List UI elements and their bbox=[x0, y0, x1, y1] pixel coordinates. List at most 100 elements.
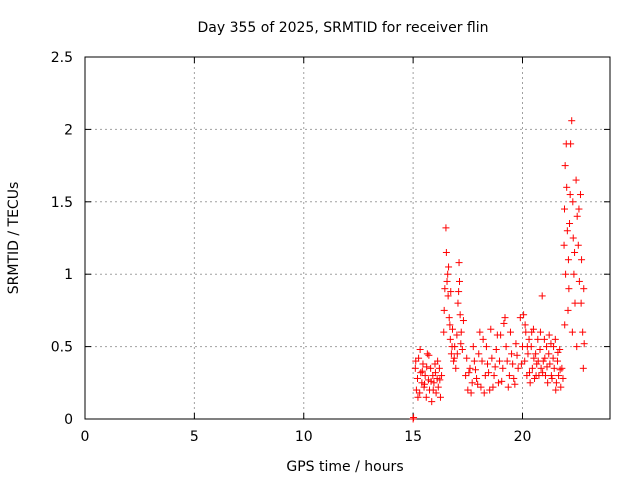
x-tick-label: 10 bbox=[295, 429, 313, 445]
data-point bbox=[457, 340, 465, 348]
data-point bbox=[532, 350, 540, 358]
data-point bbox=[478, 357, 486, 365]
data-point bbox=[568, 328, 576, 336]
data-point bbox=[521, 321, 529, 329]
data-point bbox=[435, 364, 443, 372]
data-point bbox=[410, 414, 418, 422]
data-point bbox=[428, 398, 436, 406]
data-point bbox=[539, 369, 547, 377]
data-point bbox=[555, 372, 563, 380]
data-point bbox=[532, 372, 540, 380]
data-point bbox=[448, 343, 456, 351]
data-point bbox=[446, 335, 454, 343]
data-point bbox=[476, 328, 484, 336]
data-point bbox=[552, 379, 560, 387]
data-point bbox=[422, 393, 430, 401]
data-point bbox=[521, 357, 529, 365]
data-point bbox=[485, 369, 493, 377]
data-point bbox=[554, 348, 562, 356]
data-point bbox=[450, 357, 458, 365]
data-point bbox=[577, 299, 585, 307]
data-point bbox=[531, 374, 539, 382]
data-point bbox=[430, 379, 438, 387]
data-point bbox=[446, 321, 454, 329]
x-tick-label: 15 bbox=[404, 429, 422, 445]
data-point bbox=[412, 386, 420, 394]
data-point bbox=[453, 331, 461, 339]
data-point bbox=[455, 259, 463, 267]
data-point bbox=[458, 345, 466, 353]
data-point bbox=[447, 288, 455, 296]
data-point bbox=[511, 380, 519, 388]
data-point bbox=[503, 357, 511, 365]
data-point bbox=[450, 354, 458, 362]
data-point bbox=[543, 363, 551, 371]
data-point bbox=[445, 314, 453, 322]
data-point bbox=[434, 357, 442, 365]
data-point bbox=[477, 383, 485, 391]
data-point bbox=[455, 288, 463, 296]
data-point bbox=[488, 354, 496, 362]
x-axis-label: GPS time / hours bbox=[286, 459, 403, 475]
data-point bbox=[443, 277, 451, 285]
data-point bbox=[570, 270, 578, 278]
data-point bbox=[540, 335, 548, 343]
data-point bbox=[470, 357, 478, 365]
x-tick-label: 20 bbox=[514, 429, 532, 445]
data-point bbox=[425, 351, 433, 359]
data-point bbox=[438, 372, 446, 380]
data-point bbox=[523, 343, 531, 351]
data-point bbox=[563, 227, 571, 235]
data-point bbox=[432, 389, 440, 397]
data-point bbox=[566, 220, 574, 228]
data-point bbox=[441, 285, 449, 293]
data-point bbox=[556, 366, 564, 374]
data-point bbox=[563, 183, 571, 191]
data-point bbox=[569, 234, 577, 242]
data-point bbox=[415, 354, 423, 362]
data-point bbox=[423, 363, 431, 371]
data-point bbox=[550, 343, 558, 351]
data-point bbox=[514, 364, 522, 372]
y-axis-label: SRMTID / TECUs bbox=[6, 182, 22, 295]
data-point bbox=[572, 176, 580, 184]
data-point bbox=[453, 350, 461, 358]
data-point bbox=[418, 367, 426, 375]
data-point bbox=[537, 364, 545, 372]
data-point bbox=[534, 335, 542, 343]
data-point bbox=[575, 205, 583, 213]
data-point bbox=[544, 379, 552, 387]
data-point bbox=[496, 357, 504, 365]
data-point bbox=[579, 364, 587, 372]
data-point bbox=[543, 343, 551, 351]
data-point bbox=[575, 277, 583, 285]
data-point bbox=[471, 366, 479, 374]
data-point bbox=[447, 350, 455, 358]
data-point bbox=[536, 328, 544, 336]
data-point bbox=[512, 340, 520, 348]
data-point bbox=[564, 256, 572, 264]
data-point bbox=[516, 314, 524, 322]
data-point bbox=[513, 351, 521, 359]
y-tick-label: 2 bbox=[64, 122, 73, 138]
data-point bbox=[416, 345, 424, 353]
data-point bbox=[473, 374, 481, 382]
data-point bbox=[481, 372, 489, 380]
data-point bbox=[510, 374, 518, 382]
data-point bbox=[524, 350, 532, 358]
chart-title: Day 355 of 2025, SRMTID for receiver fli… bbox=[198, 20, 489, 36]
data-point bbox=[429, 386, 437, 394]
data-point bbox=[566, 191, 574, 199]
data-point bbox=[459, 317, 467, 325]
data-point bbox=[558, 364, 566, 372]
data-point bbox=[554, 357, 561, 365]
data-point bbox=[436, 376, 444, 384]
data-point bbox=[573, 343, 581, 351]
data-point bbox=[571, 248, 579, 256]
data-point bbox=[536, 345, 544, 353]
data-point bbox=[479, 335, 487, 343]
data-point bbox=[517, 360, 525, 368]
data-point bbox=[442, 248, 450, 256]
x-tick-label: 0 bbox=[81, 429, 90, 445]
